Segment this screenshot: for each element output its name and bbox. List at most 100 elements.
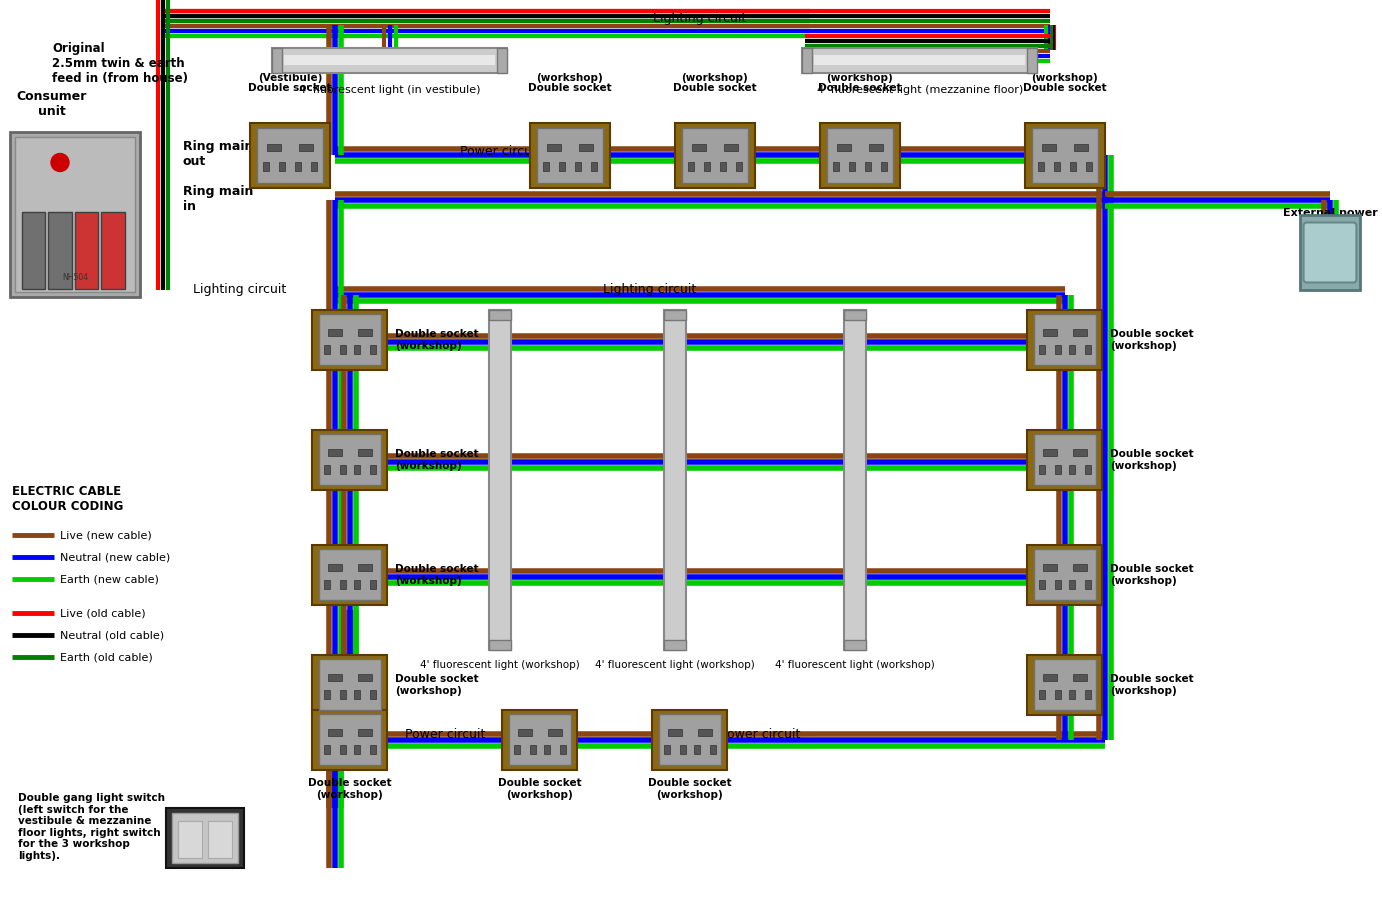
Bar (1027, 545, 1103, 605)
Bar (319, 659, 381, 711)
Text: External power
socket: External power socket (1282, 208, 1378, 230)
Text: Double socket
(workshop): Double socket (workshop) (395, 564, 478, 585)
Bar (1034, 314, 1096, 365)
Bar (1056, 466, 1061, 474)
Bar (652, 710, 727, 770)
Bar (1043, 329, 1057, 336)
Bar (844, 310, 867, 320)
Bar (663, 310, 685, 650)
Text: ELECTRIC CABLE
COLOUR CODING: ELECTRIC CABLE COLOUR CODING (12, 485, 123, 513)
Bar (325, 580, 330, 589)
Bar (514, 745, 520, 754)
Bar (1056, 580, 1061, 589)
Bar (543, 745, 550, 754)
Bar (354, 466, 359, 474)
Bar (75, 212, 98, 290)
Text: Double socket
(workshop): Double socket (workshop) (1110, 449, 1194, 471)
Bar (710, 745, 716, 754)
Text: Lighting circuit: Lighting circuit (193, 283, 286, 296)
Bar (1039, 466, 1045, 474)
Bar (1072, 329, 1086, 336)
Bar (1070, 162, 1075, 171)
Bar (257, 128, 323, 183)
Bar (820, 123, 900, 188)
Text: Neutral (old cable): Neutral (old cable) (59, 630, 164, 640)
Bar (1034, 550, 1096, 600)
Text: (workshop): (workshop) (1031, 73, 1099, 83)
Bar (1039, 580, 1045, 589)
Bar (503, 710, 578, 770)
Bar (370, 580, 376, 589)
Text: Earth (old cable): Earth (old cable) (59, 652, 153, 662)
Bar (590, 162, 597, 171)
Bar (311, 162, 316, 171)
Bar (837, 144, 851, 151)
Bar (1027, 310, 1103, 370)
Bar (329, 329, 343, 336)
Bar (538, 128, 603, 183)
Bar (1054, 162, 1060, 171)
Text: Lighting circuit: Lighting circuit (604, 283, 697, 296)
Bar (325, 691, 330, 699)
Bar (340, 691, 347, 699)
Text: Double socket
(workshop): Double socket (workshop) (648, 778, 732, 799)
Bar (1043, 449, 1057, 455)
Bar (724, 144, 738, 151)
Bar (354, 691, 359, 699)
Text: Ring main
in: Ring main in (182, 185, 253, 213)
Bar (663, 310, 685, 320)
Bar (694, 745, 699, 754)
Bar (294, 162, 301, 171)
Bar (803, 48, 813, 73)
Bar (312, 710, 387, 770)
Bar (560, 162, 565, 171)
Bar (705, 162, 710, 171)
Text: Double socket
(workshop): Double socket (workshop) (308, 778, 392, 799)
Bar (1027, 430, 1103, 490)
Text: Double socket: Double socket (249, 83, 332, 93)
Bar (1034, 434, 1096, 486)
Text: Power circuit: Power circuit (720, 728, 800, 741)
Bar (1034, 659, 1096, 711)
Bar (1085, 466, 1090, 474)
Bar (1300, 215, 1360, 290)
Bar (10, 133, 140, 298)
Bar (869, 144, 883, 151)
Bar (850, 162, 855, 171)
Bar (370, 345, 376, 354)
Bar (663, 640, 685, 650)
Bar (1068, 580, 1075, 589)
Bar (15, 137, 135, 292)
Bar (329, 449, 343, 455)
Bar (498, 48, 507, 73)
Bar (1072, 564, 1086, 571)
Bar (833, 162, 839, 171)
Bar (547, 144, 561, 151)
Text: (workshop): (workshop) (681, 73, 749, 83)
Bar (489, 310, 511, 320)
Bar (272, 48, 507, 73)
Bar (683, 128, 748, 183)
Bar (692, 144, 706, 151)
Bar (669, 729, 683, 736)
Bar (329, 729, 343, 736)
Bar (358, 564, 372, 571)
Bar (575, 162, 580, 171)
Bar (279, 162, 285, 171)
Bar (720, 162, 726, 171)
Bar (579, 144, 593, 151)
Bar (543, 162, 549, 171)
Bar (370, 466, 376, 474)
Text: Double socket: Double socket (673, 83, 757, 93)
Bar (319, 434, 381, 486)
Text: 4' fluorescent light (workshop): 4' fluorescent light (workshop) (420, 660, 580, 670)
Bar (1038, 162, 1045, 171)
Bar (659, 715, 721, 765)
Bar (865, 162, 871, 171)
Bar (329, 564, 343, 571)
Text: (Vestibule): (Vestibule) (258, 73, 322, 83)
Text: 4' fluorescent light (mezzanine floor): 4' fluorescent light (mezzanine floor) (817, 85, 1023, 95)
Text: (workshop): (workshop) (826, 73, 893, 83)
Bar (844, 310, 867, 650)
Bar (340, 466, 347, 474)
